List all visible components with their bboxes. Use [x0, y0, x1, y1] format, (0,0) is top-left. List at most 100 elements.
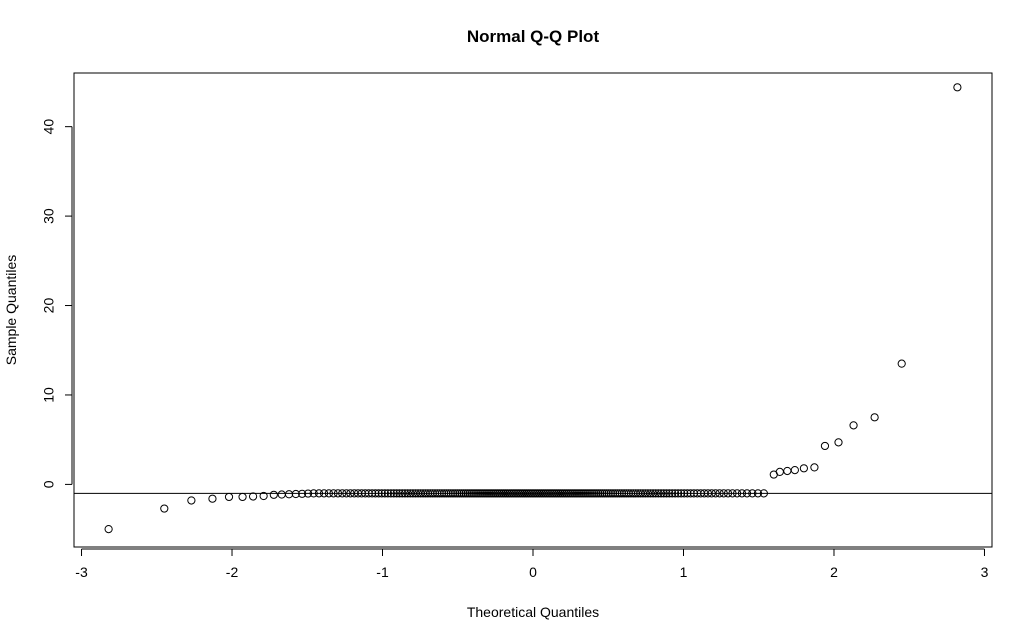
data-point — [737, 489, 747, 498]
data-point — [446, 489, 455, 498]
y-tick-label: 40 — [41, 119, 57, 135]
data-point — [368, 489, 377, 498]
data-point — [834, 438, 843, 447]
data-point — [477, 489, 487, 498]
data-point — [392, 489, 401, 498]
y-tick-label: 30 — [41, 208, 57, 224]
data-point — [398, 489, 407, 498]
x-tick-label: -1 — [376, 564, 389, 580]
data-point — [820, 441, 830, 451]
x-tick-label: 3 — [981, 564, 989, 580]
data-point — [403, 489, 412, 498]
y-tick-label: 0 — [41, 480, 57, 488]
data-point — [783, 466, 792, 476]
data-point — [671, 489, 680, 498]
data-point — [656, 489, 666, 498]
data-point — [389, 489, 398, 498]
data-point — [673, 489, 683, 498]
x-axis: -3 -2 -1 0 1 2 3 — [75, 548, 989, 580]
data-point — [608, 489, 618, 498]
data-point — [611, 489, 620, 498]
x-axis-label: Theoretical Quantiles — [467, 604, 599, 620]
data-point — [870, 413, 879, 422]
data-point — [810, 463, 819, 472]
data-point — [377, 489, 386, 498]
data-point — [475, 489, 485, 498]
data-point — [594, 489, 603, 498]
data-point — [324, 489, 333, 498]
data-point — [208, 494, 217, 503]
data-point — [329, 489, 338, 498]
data-point — [589, 489, 599, 498]
data-point — [677, 489, 686, 498]
data-point — [728, 489, 737, 498]
data-point — [238, 492, 247, 502]
data-point — [577, 489, 587, 498]
data-point — [748, 489, 757, 498]
data-point — [648, 489, 658, 498]
data-point — [753, 489, 763, 498]
data-point — [342, 489, 351, 498]
data-point — [459, 489, 468, 498]
x-tick-label: 0 — [529, 564, 537, 580]
data-point — [579, 489, 589, 498]
data-point — [759, 489, 768, 498]
data-point — [849, 421, 858, 430]
data-point — [668, 489, 677, 498]
data-point — [248, 492, 258, 501]
x-tick-label: -2 — [226, 564, 239, 580]
data-point — [598, 489, 607, 498]
data-point — [680, 489, 689, 498]
data-point — [585, 489, 595, 498]
data-point — [451, 489, 460, 498]
data-point — [799, 464, 808, 473]
data-point — [953, 83, 962, 92]
data-point — [455, 489, 464, 498]
data-point — [775, 467, 784, 476]
data-point — [469, 489, 479, 498]
data-point — [333, 489, 343, 498]
x-tick-label: 2 — [830, 564, 838, 580]
data-point — [338, 489, 347, 498]
data-point — [606, 489, 615, 498]
data-point — [383, 489, 393, 498]
data-point — [602, 489, 611, 498]
data-point — [395, 489, 404, 498]
data-point — [465, 489, 474, 498]
data-point — [659, 489, 668, 498]
data-point — [719, 489, 728, 498]
data-point — [683, 489, 692, 498]
data-point — [723, 489, 733, 498]
data-point — [646, 489, 655, 498]
data-point — [707, 489, 716, 498]
data-point — [453, 489, 462, 498]
data-point — [575, 489, 585, 498]
x-tick-label: -3 — [75, 564, 88, 580]
data-point — [442, 489, 451, 498]
data-point — [473, 489, 483, 498]
data-point — [380, 489, 389, 498]
data-point — [479, 489, 489, 498]
data-point — [314, 489, 324, 498]
data-point — [406, 489, 415, 498]
data-point — [259, 491, 268, 501]
data-point — [291, 489, 300, 499]
data-point — [604, 489, 613, 498]
data-point — [583, 489, 593, 498]
data-point — [386, 489, 395, 498]
data-point — [651, 489, 660, 498]
data-point — [277, 490, 286, 499]
data-point — [440, 489, 449, 498]
data-point — [309, 489, 318, 498]
data-point — [581, 489, 591, 498]
data-point — [662, 489, 671, 498]
data-point — [643, 489, 653, 498]
data-point — [400, 489, 410, 498]
data-point — [742, 489, 752, 498]
data-point — [444, 489, 453, 498]
y-tick-label: 20 — [41, 298, 57, 314]
chart-title: Normal Q-Q Plot — [467, 27, 600, 46]
data-point — [711, 489, 720, 498]
data-point — [319, 489, 329, 498]
